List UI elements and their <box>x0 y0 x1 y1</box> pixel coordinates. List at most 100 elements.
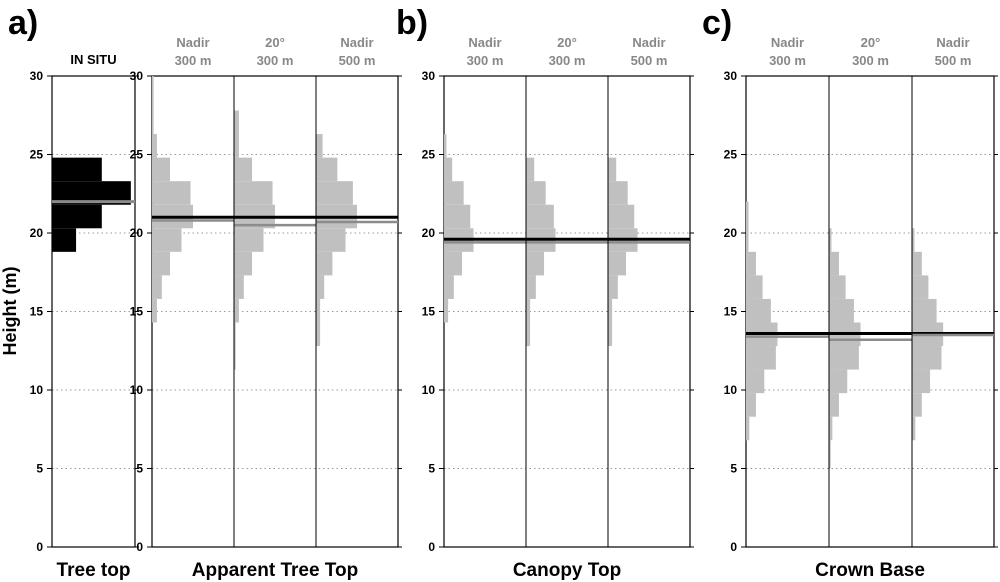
column-header: IN SITU <box>70 52 116 67</box>
als-histogram-bar <box>608 157 617 182</box>
als-histogram-bar <box>608 298 613 347</box>
als-histogram-bar <box>152 298 157 323</box>
als-histogram-bar <box>234 251 253 276</box>
als-histogram-bar <box>316 157 338 182</box>
als-histogram-bar <box>316 298 321 347</box>
als-histogram-bar <box>316 275 325 299</box>
y-tick-label: 5 <box>428 462 435 476</box>
y-tick-label: 20 <box>422 226 436 240</box>
column-header-line2: 300 m <box>175 53 212 68</box>
y-tick-label: 15 <box>724 305 738 319</box>
als-histogram-bar <box>444 204 471 229</box>
als-histogram-bar <box>444 275 454 299</box>
y-tick-label: 25 <box>422 148 436 162</box>
column-header-line2: 300 m <box>549 53 586 68</box>
column-header-line2: 300 m <box>257 53 294 68</box>
als-histogram-bar <box>912 251 922 276</box>
als-histogram-bar <box>234 322 236 370</box>
als-histogram-bar <box>444 157 453 182</box>
als-histogram-bar <box>526 181 546 205</box>
column-header-line1: 20° <box>557 35 577 50</box>
panel-title: Apparent Tree Top <box>192 560 358 581</box>
als-histogram-bar <box>316 251 333 276</box>
axes-frame <box>51 75 136 548</box>
y-tick-label: 30 <box>30 69 44 83</box>
als-histogram-bar <box>234 228 264 252</box>
als-histogram-bar <box>152 134 157 158</box>
column-header-line2: 500 m <box>935 53 972 68</box>
y-tick-label: 15 <box>130 305 144 319</box>
als-histogram-bar <box>746 298 771 323</box>
als-histogram-bar <box>746 393 756 417</box>
als-histogram-bar <box>234 181 273 205</box>
y-tick-label: 10 <box>130 383 144 397</box>
y-tick-label: 5 <box>136 462 143 476</box>
als-histogram-bar <box>152 76 154 135</box>
y-tick-label: 25 <box>30 148 44 162</box>
column-header-line1: 20° <box>265 35 285 50</box>
column-header-line2: 500 m <box>631 53 668 68</box>
column-header-line2: 300 m <box>467 53 504 68</box>
y-tick-label: 30 <box>422 69 436 83</box>
als-histogram-bar <box>608 275 618 299</box>
column-header-line1: Nadir <box>176 35 209 50</box>
panel-title: Crown Base <box>815 560 925 581</box>
panel-title: Canopy Top <box>513 560 621 581</box>
als-histogram-bar <box>912 416 916 441</box>
panel-title-insitu: Tree top <box>57 560 131 581</box>
als-histogram-bar <box>746 416 750 441</box>
column-header-line1: Nadir <box>936 35 969 50</box>
als-histogram-bar <box>746 275 763 299</box>
als-histogram-bar <box>746 369 765 394</box>
insitu-histogram-bar <box>52 181 131 205</box>
y-tick-label: 10 <box>724 383 738 397</box>
als-histogram-bar <box>829 251 839 276</box>
als-histogram-bar <box>444 134 447 158</box>
y-tick-label: 20 <box>30 226 44 240</box>
insitu-histogram-bar <box>52 157 102 182</box>
als-histogram-bar <box>608 251 627 276</box>
als-histogram-bar <box>746 346 776 370</box>
y-axis-label: Height (m) <box>0 267 20 356</box>
column-header-line1: Nadir <box>468 35 501 50</box>
als-histogram-bar <box>316 181 353 205</box>
als-histogram-bar <box>526 298 531 347</box>
als-histogram-bar <box>152 157 171 182</box>
column-header-line1: Nadir <box>340 35 373 50</box>
y-tick-label: 0 <box>428 540 435 554</box>
als-histogram-bar <box>912 393 922 417</box>
y-tick-label: 5 <box>36 462 43 476</box>
als-histogram-bar <box>829 298 854 323</box>
y-tick-label: 20 <box>724 226 738 240</box>
als-histogram-bar <box>912 346 942 370</box>
y-tick-label: 10 <box>422 383 436 397</box>
als-histogram-bar <box>829 416 833 441</box>
als-histogram-bar <box>829 228 832 252</box>
als-histogram-bar <box>526 204 554 229</box>
als-histogram-bar <box>152 181 191 205</box>
als-histogram-bar <box>829 346 859 370</box>
als-histogram-bar <box>829 440 831 469</box>
y-tick-label: 30 <box>724 69 738 83</box>
y-tick-label: 15 <box>422 305 436 319</box>
als-histogram-bar <box>234 275 244 299</box>
als-histogram-bar <box>829 369 848 394</box>
als-histogram-bar <box>829 275 846 299</box>
als-histogram-bar <box>912 298 937 323</box>
als-histogram-bar <box>152 251 171 276</box>
als-histogram-bar <box>912 228 915 252</box>
y-tick-label: 15 <box>30 305 44 319</box>
als-histogram-bar <box>608 204 635 229</box>
als-histogram-bar <box>526 275 536 299</box>
y-tick-label: 5 <box>730 462 737 476</box>
y-tick-label: 25 <box>724 148 738 162</box>
panel-letter: b) <box>396 4 428 42</box>
y-tick-label: 0 <box>36 540 43 554</box>
insitu-histogram-bar <box>52 204 102 229</box>
als-histogram-bar <box>444 251 463 276</box>
als-histogram-bar <box>746 251 756 276</box>
als-histogram-bar <box>316 134 323 158</box>
y-tick-label: 30 <box>130 69 144 83</box>
panel-letter: c) <box>702 4 732 42</box>
